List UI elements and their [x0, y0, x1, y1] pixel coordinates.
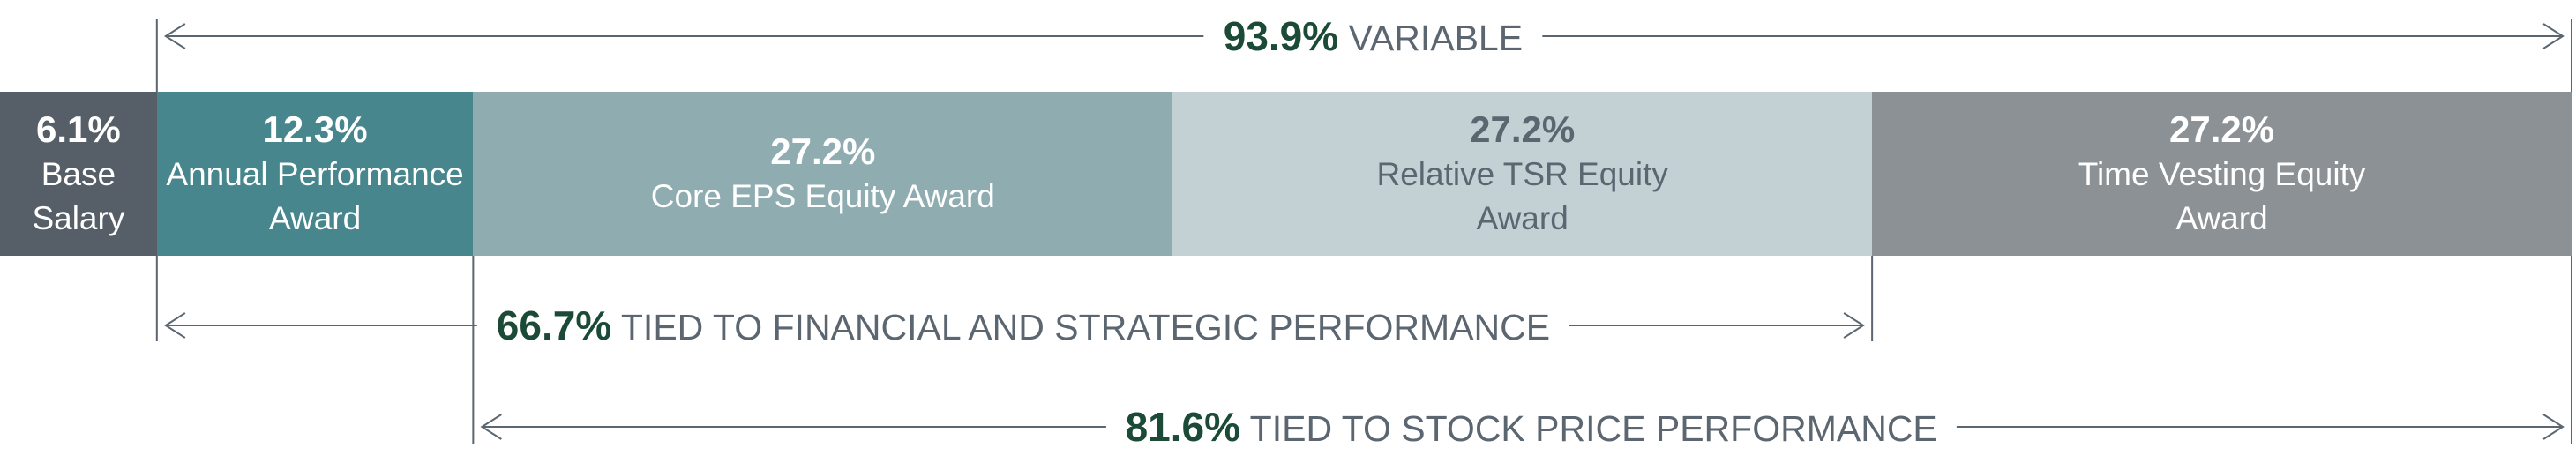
segment-name: Base Salary: [32, 156, 125, 236]
arrow-head: [480, 414, 502, 440]
bar-segment: 12.3% Annual Performance Award: [156, 92, 474, 256]
arrow-head: [1843, 312, 1865, 339]
bracket-text: TIED TO FINANCIAL AND STRATEGIC PERFORMA…: [620, 307, 1551, 347]
arrow-head: [163, 312, 186, 339]
segment-value: 12.3%: [262, 108, 368, 150]
segment-name: Time Vesting Equity Award: [2078, 156, 2366, 236]
arrow-head: [2542, 414, 2565, 440]
bracket-text: TIED TO STOCK PRICE PERFORMANCE: [1249, 408, 1937, 449]
arrow-head: [2542, 23, 2565, 49]
bracket-value: 66.7%: [496, 302, 612, 348]
segment-value: 27.2%: [2169, 108, 2275, 150]
bracket-text: VARIABLE: [1348, 18, 1524, 58]
bar-segment: 6.1% Base Salary: [0, 92, 157, 256]
bracket-label: 93.9% VARIABLE: [1203, 12, 1543, 60]
segment-name: Core EPS Equity Award: [650, 178, 995, 214]
segment-value: 6.1%: [36, 108, 121, 150]
bracket-label: 66.7% TIED TO FINANCIAL AND STRATEGIC PE…: [476, 302, 1570, 349]
bar-segment: 27.2% Core EPS Equity Award: [473, 92, 1173, 256]
bar-segment: 27.2% Relative TSR Equity Award: [1172, 92, 1873, 256]
segment-name: Relative TSR Equity Award: [1376, 156, 1668, 236]
bar-segment: 27.2% Time Vesting Equity Award: [1872, 92, 2572, 256]
segment-value: 27.2%: [770, 131, 876, 172]
segment-name: Annual Performance Award: [166, 156, 464, 236]
bracket-value: 93.9%: [1223, 13, 1339, 59]
segment-value: 27.2%: [1470, 108, 1576, 150]
bracket-label: 81.6% TIED TO STOCK PRICE PERFORMANCE: [1105, 403, 1957, 451]
arrow-head: [163, 23, 186, 49]
bracket-value: 81.6%: [1125, 404, 1240, 450]
